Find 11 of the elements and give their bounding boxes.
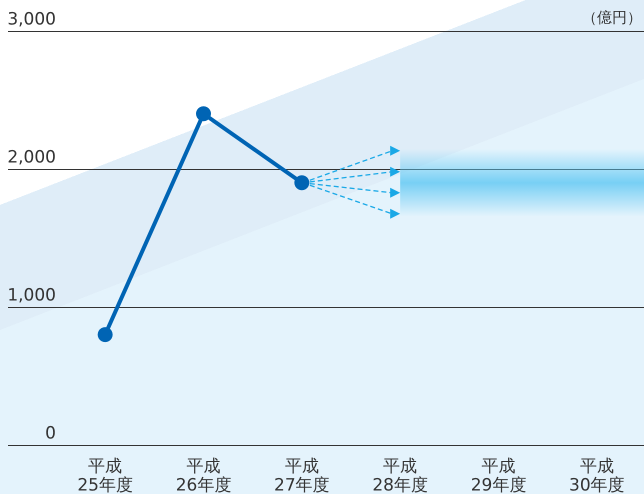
y-tick-label: 2,000 <box>7 148 56 168</box>
x-tick-label: 平成 30年度 <box>569 456 625 494</box>
y-tick-label: 0 <box>45 424 56 444</box>
x-tick-label: 平成 29年度 <box>470 456 526 494</box>
y-tick-label: 3,000 <box>7 10 56 30</box>
x-tick-label: 平成 25年度 <box>77 456 133 494</box>
y-tick-label: 1,000 <box>7 286 56 306</box>
x-tick-label: 平成 26年度 <box>176 456 232 494</box>
x-tick-label: 平成 27年度 <box>274 456 330 494</box>
y-axis-title: （億円） <box>582 8 642 26</box>
x-tick-label: 平成 28年度 <box>372 456 428 494</box>
